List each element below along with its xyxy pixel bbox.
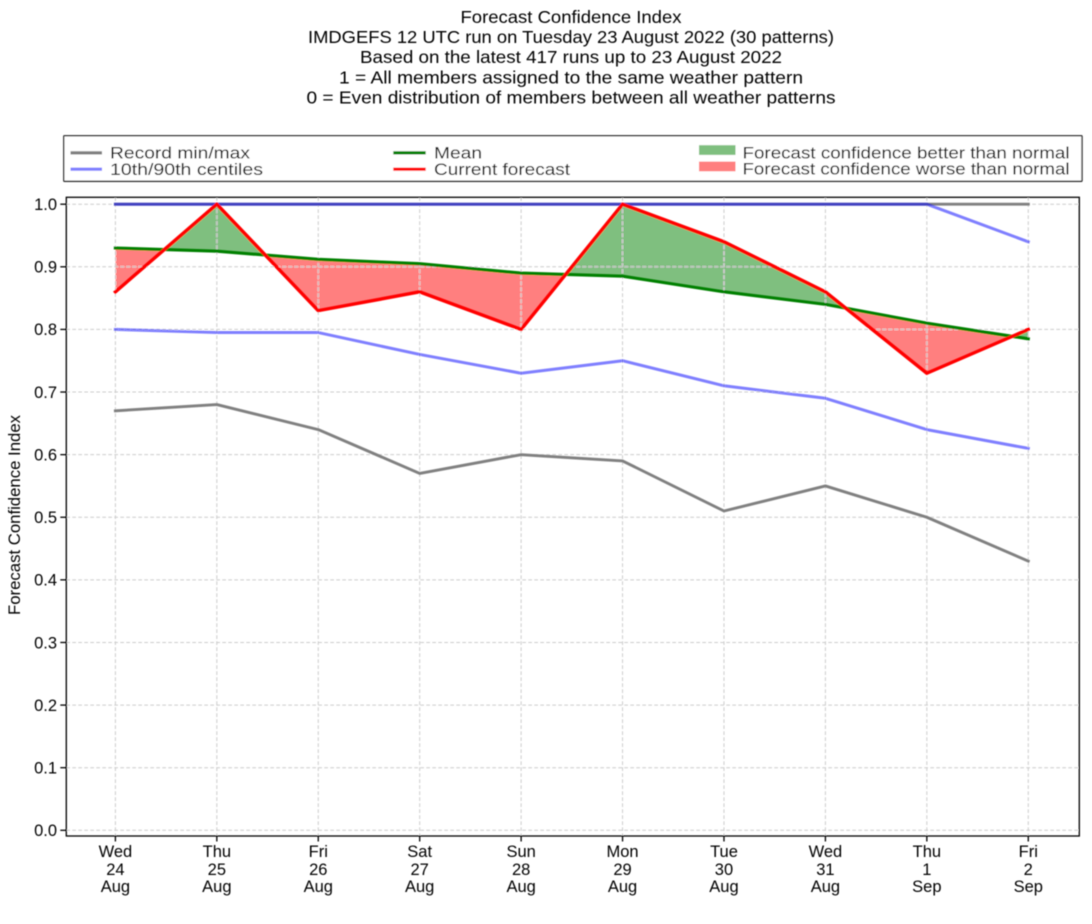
svg-text:24: 24: [106, 861, 124, 879]
svg-text:Mon: Mon: [606, 843, 638, 861]
svg-text:Aug: Aug: [304, 878, 333, 896]
svg-text:0.8: 0.8: [34, 321, 57, 339]
svg-text:Sep: Sep: [912, 878, 941, 896]
svg-text:Sun: Sun: [506, 843, 535, 861]
svg-text:0.9: 0.9: [34, 259, 57, 277]
svg-text:26: 26: [309, 861, 327, 879]
svg-text:2: 2: [1024, 861, 1033, 879]
svg-text:Aug: Aug: [101, 878, 130, 896]
svg-text:28: 28: [512, 861, 530, 879]
svg-text:Tue: Tue: [710, 843, 738, 861]
svg-text:Forecast Confidence Index: Forecast Confidence Index: [461, 7, 682, 27]
svg-text:1 = All members assigned to th: 1 = All members assigned to the same wea…: [339, 67, 803, 87]
svg-text:Sat: Sat: [407, 843, 432, 861]
svg-text:Current forecast: Current forecast: [434, 161, 570, 179]
svg-text:27: 27: [411, 861, 429, 879]
svg-text:0.7: 0.7: [34, 384, 57, 402]
svg-text:Thu: Thu: [203, 843, 231, 861]
svg-text:Aug: Aug: [506, 878, 535, 896]
svg-text:Forecast confidence worse than: Forecast confidence worse than normal: [743, 161, 1070, 179]
svg-text:Thu: Thu: [913, 843, 941, 861]
svg-text:Wed: Wed: [809, 843, 843, 861]
svg-text:Aug: Aug: [405, 878, 434, 896]
svg-text:25: 25: [208, 861, 226, 879]
svg-text:Sep: Sep: [1014, 878, 1043, 896]
svg-text:Wed: Wed: [99, 843, 133, 861]
svg-text:0.6: 0.6: [34, 446, 57, 464]
svg-text:Based on the latest 417 runs u: Based on the latest 417 runs up to 23 Au…: [360, 47, 782, 67]
svg-text:IMDGEFS 12 UTC run on Tuesday: IMDGEFS 12 UTC run on Tuesday 23 August …: [308, 27, 834, 47]
svg-text:0.1: 0.1: [34, 759, 57, 777]
svg-text:0.2: 0.2: [34, 697, 57, 715]
svg-text:Forecast confidence better tha: Forecast confidence better than normal: [743, 144, 1070, 162]
svg-text:Aug: Aug: [608, 878, 637, 896]
svg-text:10th/90th centiles: 10th/90th centiles: [110, 161, 263, 179]
svg-text:Record min/max: Record min/max: [110, 145, 251, 163]
svg-text:0.4: 0.4: [34, 572, 57, 590]
svg-text:Fri: Fri: [309, 843, 328, 861]
svg-text:0.3: 0.3: [34, 634, 57, 652]
svg-text:0.0: 0.0: [34, 822, 57, 840]
svg-text:0.5: 0.5: [34, 509, 57, 527]
svg-text:30: 30: [715, 861, 733, 879]
svg-text:Forecast Confidence Index: Forecast Confidence Index: [6, 414, 24, 615]
svg-text:Aug: Aug: [811, 878, 840, 896]
svg-text:Aug: Aug: [709, 878, 738, 896]
svg-text:Aug: Aug: [202, 878, 231, 896]
svg-text:Fri: Fri: [1019, 843, 1038, 861]
svg-text:0 = Even distribution of membe: 0 = Even distribution of members between…: [307, 88, 836, 108]
svg-text:1.0: 1.0: [34, 196, 57, 214]
svg-text:1: 1: [922, 861, 931, 879]
svg-text:29: 29: [613, 861, 631, 879]
svg-text:31: 31: [816, 861, 834, 879]
svg-text:Mean: Mean: [434, 145, 482, 163]
